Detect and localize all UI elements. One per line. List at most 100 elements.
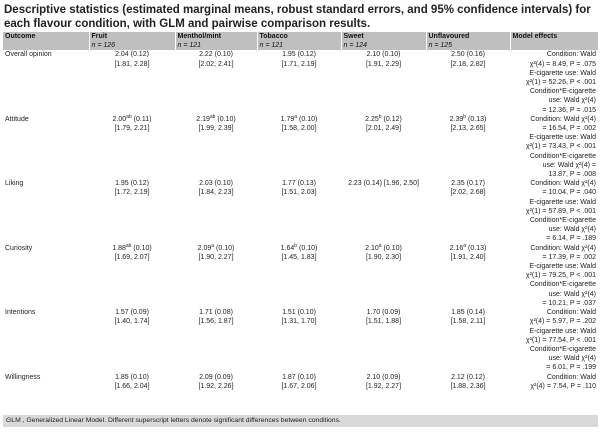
model-effect-line: χ²(1) = 52.26, P < .001 (525, 79, 596, 87)
statistics-table: Outcome Fruit n = 126 Menthol/mint n = 121… (3, 32, 599, 421)
mean-value: 2.09 (199, 373, 213, 381)
confidence-interval: [2.02, 2.68] (450, 189, 486, 197)
superscript-letters: a (463, 242, 467, 249)
mean-value: 1.85 (115, 373, 129, 381)
standard-error: (0.16) (464, 51, 485, 59)
value-cell: 1.64b (0.10) [1.45, 1.83] (257, 242, 341, 308)
mean-value: 1.87 (282, 373, 296, 381)
model-effects-cell: Condition: Wald χ²(4) = 10.04, P = .040 E-… (510, 179, 598, 243)
confidence-interval: [1.84, 2.23] (198, 189, 234, 197)
model-effect-line: use: Wald χ²(4) (548, 226, 596, 234)
value-cell: 1.79a (0.10) [1.58, 2.00] (257, 113, 341, 179)
model-effects-cell: Condition: Wald χ²(4) = 5.97, P = .202 E-c… (510, 308, 598, 372)
table-row: Curiosity 1.88ab (0.10) [1.69, 2.07] 2.09a … (3, 242, 598, 308)
value-cell: 2.10 (0.10) [1.91, 2.29] (341, 50, 426, 114)
header-n: n = 124 (343, 42, 368, 50)
value-cell: 2.50 (0.16) [2.18, 2.82] (426, 50, 510, 114)
confidence-interval: [1.72, 2.19] (114, 189, 150, 197)
value-cell: 1.85 (0.10) [1.66, 2.04] (89, 373, 175, 421)
confidence-interval: [1.51, 1.88] (365, 318, 402, 326)
value-cell: 1.77 (0.13) [1.51, 2.03] (257, 179, 341, 243)
model-effect-line: E-cigarette use: Wald (529, 327, 596, 335)
superscript-letters: ab (209, 113, 216, 120)
confidence-interval: [1.92, 2.26] (198, 382, 234, 390)
model-effect-line: = 6.14, P = .189 (546, 235, 596, 243)
superscript-letters: b (294, 242, 298, 249)
standard-error: (0.10) (212, 51, 233, 59)
confidence-interval: [1.81, 2.28] (114, 60, 150, 68)
value-cell: 2.03 (0.10) [1.84, 2.23] (175, 179, 257, 243)
standard-error: (0.10) (128, 373, 149, 381)
standard-error: (0.10) (214, 244, 235, 252)
mean-value: 2.09 (197, 244, 212, 252)
table-caption: Descriptive statistics (estimated margin… (4, 4, 591, 30)
mean-value: 2.00 (112, 115, 127, 123)
model-effect-line: 13.87, P = .008 (548, 171, 596, 179)
standard-error: (0.12) (295, 51, 316, 59)
standard-error: (0.08) (212, 309, 233, 317)
confidence-interval: [2.18, 2.82] (450, 60, 486, 68)
header-sweet: Sweet n = 124 (341, 32, 427, 51)
mean-value: 1.77 (282, 180, 296, 188)
mean-value: 1.51 (282, 309, 296, 317)
mean-value: 2.03 (199, 180, 213, 188)
value-cell: 2.25b (0.12) [2.01, 2.49] (341, 114, 426, 179)
mean-value: 2.23 (348, 180, 362, 188)
table-row: Liking 1.95 (0.12) [1.72, 2.19] 2.03 (0.10)… (3, 179, 598, 243)
outcome-cell: Overall opinion (5, 51, 52, 59)
standard-error: (0.10) (297, 115, 318, 123)
model-effect-line: use: Wald χ²(4) (548, 97, 596, 105)
table-row: Intentions 1.57 (0.09) [1.40, 1.74] 1.71 (0… (3, 308, 598, 372)
value-cell: 2.09a (0.10) [1.90, 2.27] (175, 242, 257, 308)
model-effect-line: Condition*E-cigarette (529, 88, 596, 96)
mean-value: 2.35 (451, 180, 465, 188)
table-footnote: GLM , Generalized Linear Model. Differen… (3, 415, 598, 427)
value-cell: 1.71 (0.08) [1.56, 1.87] (175, 308, 257, 372)
model-effect-line: E-cigarette use: Wald (529, 263, 596, 271)
mean-value: 1.71 (199, 309, 213, 317)
standard-error: (0.10) (380, 51, 401, 59)
standard-error: (0.13) (466, 244, 487, 252)
model-effects-cell: Condition: Wald χ²(4) = 8.49, P = .075 E-c… (510, 50, 598, 114)
superscript-letters: a (294, 113, 298, 120)
value-cell: 1.57 (0.09) [1.40, 1.74] (89, 308, 175, 372)
mean-value: 2.10 (366, 373, 381, 381)
value-cell: 2.35 (0.17) [2.02, 2.68] (426, 179, 510, 243)
header-row: Outcome Fruit n = 126 Menthol/mint n = 121… (3, 32, 599, 51)
superscript-letters: ab (125, 242, 132, 249)
mean-value: 1.79 (280, 115, 295, 123)
mean-value: 1.70 (366, 309, 381, 317)
superscript-letters: a (211, 242, 215, 249)
value-cell: 1.70 (0.09) [1.51, 1.88] (341, 308, 426, 372)
confidence-interval: [1.71, 2.19] (281, 60, 317, 68)
standard-error: (0.14) [1.96, 2.50] (361, 180, 419, 188)
model-effect-line: χ²(4) = 5.97, P = .202 (529, 318, 596, 326)
header-outcome: Outcome (3, 32, 90, 51)
confidence-interval: [1.91, 2.29] (365, 60, 402, 68)
model-effect-line: E-cigarette use: Wald (529, 198, 596, 206)
model-effect-line: = 17.39, P = .002 (542, 253, 596, 261)
mean-value: 1.88 (112, 244, 126, 252)
model-effect-line: = 12.36, P = .015 (542, 106, 596, 114)
confidence-interval: [1.88, 2.36] (450, 382, 486, 390)
model-effect-line: Condition: Wald χ²(4) (530, 115, 596, 123)
value-cell: 2.09 (0.09) [1.92, 2.26] (175, 373, 257, 421)
model-effect-line: Condition: Wald (546, 51, 596, 59)
confidence-interval: [1.58, 2.00] (281, 125, 317, 133)
model-effect-line: Condition*E-cigarette (529, 152, 596, 160)
outcome-cell: Attitude (5, 115, 29, 123)
outcome-cell: Curiosity (5, 244, 33, 252)
standard-error: (0.10) (215, 115, 236, 123)
confidence-interval: [2.13, 2.65] (450, 125, 486, 133)
mean-value: 1.95 (115, 180, 129, 188)
mean-value: 1.57 (115, 309, 129, 317)
standard-error: (0.10) (131, 244, 152, 252)
table-row: Willingness 1.85 (0.10) [1.66, 2.04] 2.09 (… (3, 373, 598, 421)
value-cell: 2.19ab (0.10) [1.99, 2.39] (175, 113, 257, 179)
confidence-interval: [1.69, 2.07] (114, 253, 150, 261)
header-n: n = 121 (259, 42, 284, 50)
model-effect-line: χ²(4) = 7.54, P = .110 (530, 382, 596, 390)
value-cell: 2.00ab (0.11) [1.79, 2.21] (89, 114, 175, 179)
header-n: n = 125 (428, 42, 453, 50)
model-effect-line: Condition: Wald χ²(4) (530, 180, 596, 188)
